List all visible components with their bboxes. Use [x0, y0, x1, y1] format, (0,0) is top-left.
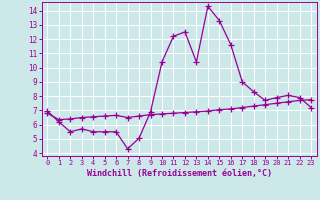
X-axis label: Windchill (Refroidissement éolien,°C): Windchill (Refroidissement éolien,°C) — [87, 169, 272, 178]
